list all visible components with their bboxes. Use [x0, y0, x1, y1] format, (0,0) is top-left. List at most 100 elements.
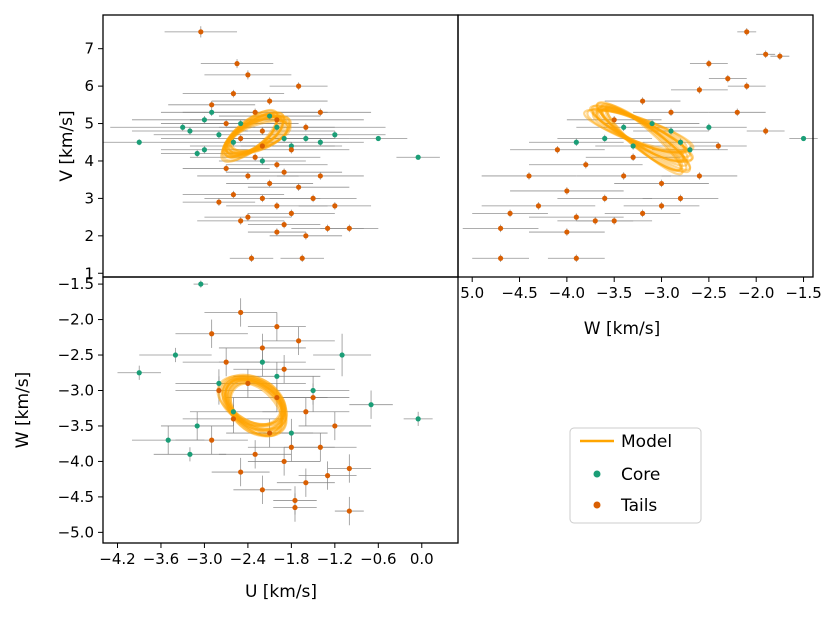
y-tick-label: 5 [84, 115, 94, 133]
y-tick-label: −3.0 [58, 381, 94, 399]
tails-point [498, 255, 504, 261]
tails-point [658, 203, 665, 209]
tails-point [292, 504, 298, 511]
tails-point [274, 394, 280, 401]
model-curve [226, 115, 291, 155]
model-curve [221, 374, 284, 428]
model-curve [604, 105, 684, 172]
model-curve [600, 107, 685, 163]
core-point [209, 109, 215, 115]
core-point [259, 158, 265, 164]
model-curve [595, 105, 689, 163]
model-curve [228, 380, 285, 437]
tails-point [209, 437, 215, 443]
model-curve [226, 378, 284, 431]
legend-frame [569, 427, 702, 524]
x-tick-label: −0.6 [360, 550, 396, 568]
model-curve [595, 109, 686, 154]
core-point [573, 139, 579, 145]
core-point [687, 147, 693, 153]
model-curve [606, 106, 682, 172]
tails-point [281, 366, 287, 372]
tails-point [630, 154, 636, 160]
x-tick-label: −4.0 [549, 284, 585, 302]
core-point [800, 135, 807, 142]
core-point [602, 135, 608, 142]
model-curve [604, 104, 684, 176]
model-curve [595, 102, 692, 172]
y-tick-label: 4 [84, 152, 94, 170]
y-tick-label: 2 [84, 227, 94, 245]
model-curve [600, 107, 685, 164]
tails-point [223, 120, 229, 127]
tails-point [288, 147, 294, 153]
tails-point [658, 180, 665, 187]
model-curve [229, 117, 289, 154]
tails-point [267, 98, 273, 104]
tails-point [238, 135, 244, 142]
axes-frame [457, 14, 814, 278]
tails-point [230, 91, 237, 97]
model-curve [600, 102, 688, 173]
y-tick-label: −1.5 [58, 275, 94, 293]
tails-point [573, 255, 579, 261]
tails-point [324, 225, 331, 231]
core-point [303, 135, 309, 142]
core-point [180, 124, 186, 130]
tails-point [223, 165, 229, 172]
tails-point [216, 387, 222, 394]
x-tick-label: −1.2 [317, 550, 353, 568]
core-point [332, 132, 338, 138]
model-curve [224, 376, 283, 426]
model-curve [598, 105, 689, 167]
tails-point [777, 53, 783, 59]
core-point [375, 135, 381, 142]
y-tick-label: 1 [84, 264, 94, 282]
model-curve [223, 112, 282, 158]
tails-point [317, 444, 323, 450]
core-point [259, 359, 265, 365]
core-point [136, 139, 142, 145]
tails-point [763, 51, 769, 57]
core-point [230, 409, 237, 415]
model-curve [589, 104, 694, 162]
model-curve [224, 378, 287, 435]
y-tick-label: −2.0 [58, 311, 94, 329]
tails-point [274, 162, 280, 168]
tails-point [715, 143, 721, 149]
x-tick-label: −3.6 [143, 550, 179, 568]
x-tick-label: −2.4 [230, 550, 266, 568]
model-curve [225, 113, 277, 158]
legend-model-label: Model [621, 432, 672, 452]
tails-point [317, 109, 323, 115]
tails-point [303, 124, 309, 130]
tails-point [317, 173, 323, 179]
model-curve [227, 380, 284, 431]
core-point [288, 430, 294, 436]
tails-point [274, 229, 280, 235]
core-point [172, 352, 179, 358]
tails-point [259, 195, 265, 201]
x-tick-label: −4.5 [501, 284, 537, 302]
model-curve [220, 376, 288, 430]
tails-point [238, 469, 244, 475]
tails-point [281, 169, 287, 175]
core-point [649, 120, 655, 127]
axes-frame [102, 276, 459, 544]
x-tick-label: −4.2 [99, 550, 135, 568]
tails-point [209, 331, 215, 337]
core-point [194, 150, 200, 157]
tails-point [592, 218, 598, 224]
tails-point [245, 380, 251, 386]
core-point [201, 147, 208, 153]
legend-tails-marker [593, 501, 601, 509]
core-point [368, 402, 374, 408]
tails-point [245, 72, 251, 78]
tails-point [238, 309, 244, 316]
core-point [415, 416, 421, 422]
tails-point [734, 109, 740, 115]
tails-point [303, 480, 309, 486]
x-tick-label: −3.0 [643, 284, 679, 302]
tails-point [230, 416, 237, 422]
model-curve [591, 108, 688, 154]
